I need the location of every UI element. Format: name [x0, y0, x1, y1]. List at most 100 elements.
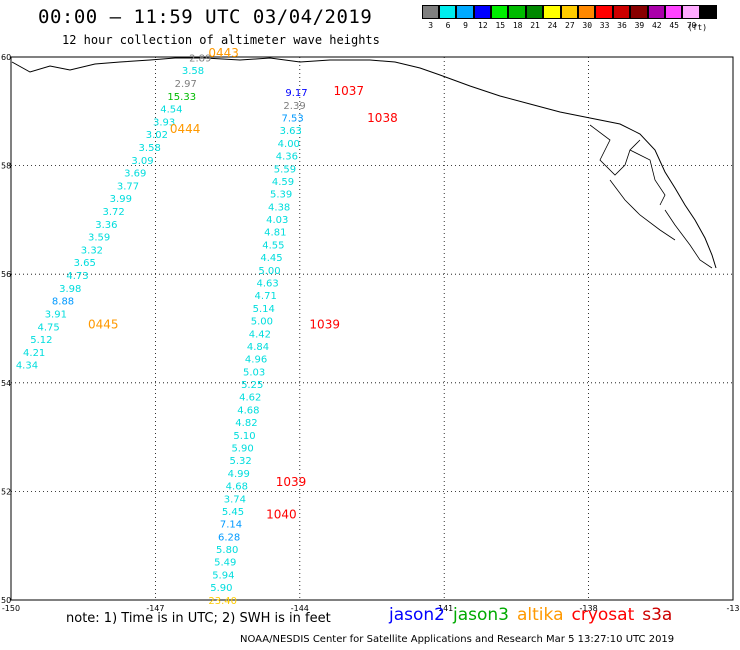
track-b-value: 5.14	[253, 304, 275, 315]
track-a-value: 3.36	[95, 220, 117, 231]
legend-label: 39	[634, 21, 645, 30]
track-b-value: 5.25	[241, 380, 263, 391]
legend-item: 30	[578, 5, 596, 30]
track-a-value: 3.72	[102, 207, 124, 218]
track-b-value: 4.45	[260, 253, 282, 264]
legend-swatch	[560, 5, 579, 19]
legend-label: 3	[428, 21, 434, 30]
track-b-value: 5.03	[243, 367, 265, 378]
lon-tick-label: -13	[726, 604, 739, 613]
track-a-value: 4.75	[37, 322, 59, 333]
track-a-value: 2.89	[189, 53, 211, 64]
track-a-value: 3.91	[45, 309, 67, 320]
track-b-value: 4.81	[264, 228, 286, 239]
track-b-value: 5.00	[251, 317, 273, 328]
legend-item: 70	[682, 5, 700, 30]
page-subtitle: 12 hour collection of altimeter wave hei…	[62, 33, 380, 47]
lon-tick-label: -147	[146, 604, 164, 613]
pass-time-label: 0445	[88, 318, 119, 332]
track-b-value: 4.68	[237, 405, 259, 416]
legend-label: 21	[530, 21, 540, 30]
legend-swatch	[699, 5, 718, 19]
track-b-value: 4.82	[235, 418, 257, 429]
track-b-value: 4.62	[239, 393, 261, 404]
track-b-value: 5.94	[212, 570, 234, 581]
track-b-value: 5.00	[258, 266, 280, 277]
track-a-value: 2.97	[175, 79, 197, 90]
track-b-value: 4.99	[228, 469, 250, 480]
island-outline	[609, 179, 676, 241]
satellite-label: jason2	[389, 605, 445, 625]
track-a-value: 3.09	[131, 156, 153, 167]
legend-swatch	[630, 5, 648, 19]
track-a-value: 4.54	[160, 105, 182, 116]
track-b-value: 5.90	[231, 443, 253, 454]
legend-item: 36	[612, 5, 631, 30]
track-b-value: 4.68	[226, 482, 248, 493]
legend-item: 39	[630, 5, 648, 30]
track-a-value: 3.58	[139, 143, 161, 154]
legend-label: 27	[565, 21, 575, 30]
track-b-value: 4.59	[272, 177, 294, 188]
legend-label: 12	[478, 21, 488, 30]
track-b-value: 4.96	[245, 355, 267, 366]
pass-time-label: 1040	[266, 508, 297, 522]
legend-swatch	[525, 5, 544, 19]
island-outline	[664, 209, 713, 269]
legend-label: 9	[463, 21, 468, 30]
credit-line: NOAA/NESDIS Center for Satellite Applica…	[240, 634, 675, 645]
track-a-value: 3.93	[153, 117, 175, 128]
legend-item: 9	[456, 5, 474, 30]
legend-swatch	[682, 5, 700, 19]
track-b-value: 6.28	[218, 532, 240, 543]
track-b-value: 3.63	[280, 126, 302, 137]
lat-tick-label: 56	[1, 270, 11, 279]
satellite-legend: jason2 jason3 altika cryosat s3a	[389, 605, 680, 625]
track-a-value: 3.69	[124, 169, 146, 180]
track-b-value: 7.53	[282, 113, 304, 124]
track-a-value: 3.02	[146, 130, 168, 141]
track-a-value: 3.58	[182, 66, 204, 77]
pass-time-label: 0443	[208, 46, 239, 60]
legend-swatch	[664, 5, 683, 19]
track-b-value: 23.40	[208, 596, 237, 607]
legend-label: 18	[512, 21, 523, 30]
track-b-value: 5.32	[230, 456, 252, 467]
track-a-value: 4.73	[66, 271, 88, 282]
lat-tick-label: 50	[1, 596, 11, 605]
legend-item: 33	[595, 5, 613, 30]
legend-swatch	[421, 5, 439, 19]
island-outline	[629, 149, 666, 206]
lat-tick-label: 54	[1, 379, 11, 388]
track-a-value: 3.98	[59, 284, 81, 295]
lat-tick-label: 52	[1, 487, 11, 496]
track-a-value: 4.21	[23, 348, 45, 359]
legend-label: 15	[495, 21, 506, 30]
track-a-value: 3.99	[110, 194, 132, 205]
track-b-value: 5.10	[233, 431, 255, 442]
track-a-value: 15.33	[167, 92, 196, 103]
pass-time-label: 1039	[276, 475, 307, 489]
map-frame	[10, 56, 734, 601]
legend-item: 12	[473, 5, 492, 30]
legend-label: 36	[617, 21, 627, 30]
track-b-value: 4.00	[278, 139, 300, 150]
pass-time-label: 1038	[367, 111, 398, 125]
legend-label: 42	[651, 21, 662, 30]
legend-label: 24	[547, 21, 558, 30]
track-b-value: 4.42	[249, 329, 271, 340]
legend-item: 6	[438, 5, 457, 30]
lon-tick-label: -141	[435, 604, 453, 613]
coastline	[11, 57, 717, 269]
satellite-label: altika	[517, 605, 564, 625]
legend-item: 21	[525, 5, 544, 30]
legend-item: 3	[421, 5, 439, 30]
legend-item: 24	[543, 5, 561, 30]
track-b-value: 4.71	[255, 291, 277, 302]
track-b-value: 5.59	[274, 164, 296, 175]
legend-swatch	[578, 5, 596, 19]
track-a-value: 8.88	[52, 297, 74, 308]
legend-label: 30	[582, 21, 593, 30]
legend-swatch	[647, 5, 665, 19]
